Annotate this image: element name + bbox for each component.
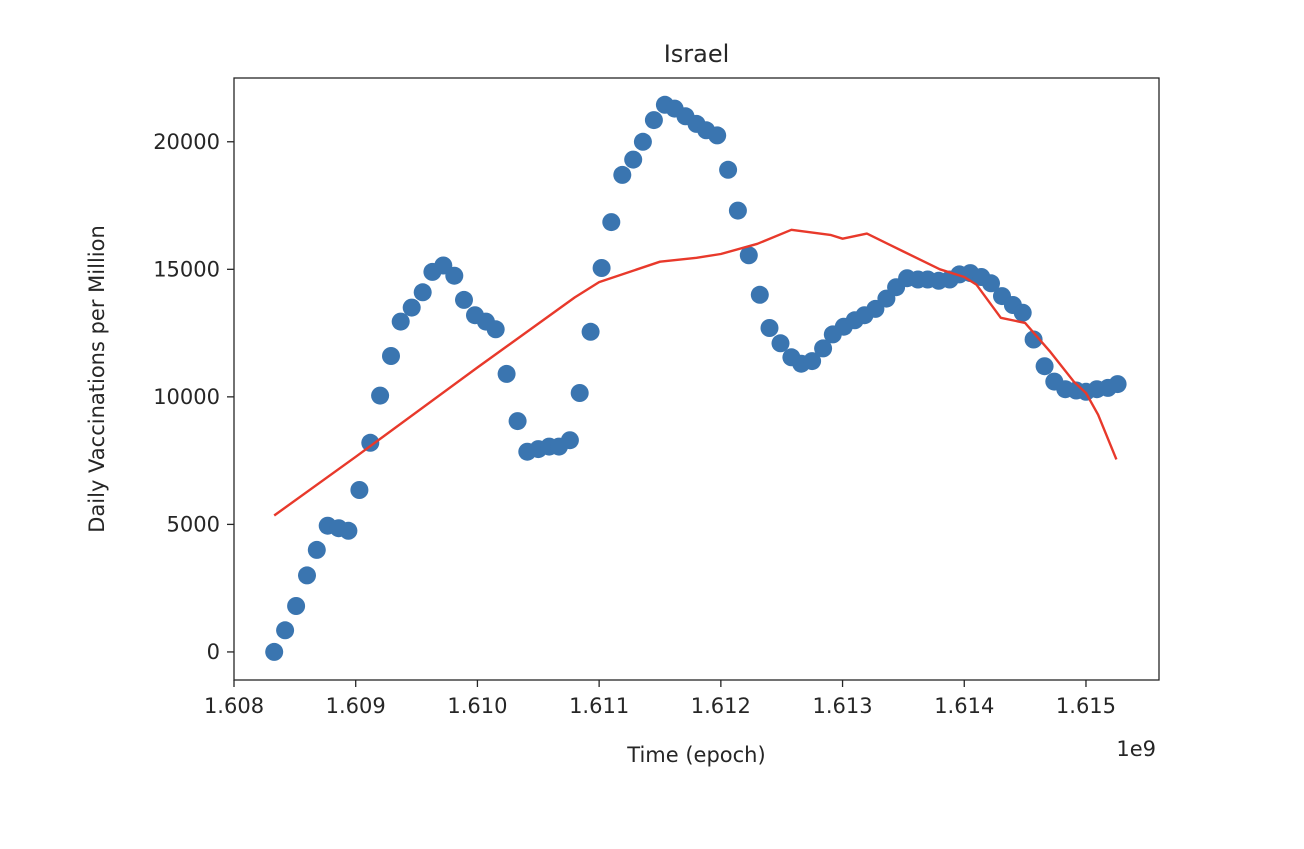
scatter-point	[613, 165, 632, 184]
scatter-point	[455, 290, 473, 309]
y-axis: 0 5000 10000 15000 20000	[153, 130, 234, 664]
scatter-point	[982, 274, 1000, 293]
y-tick-label: 15000	[153, 257, 220, 281]
scatter-point	[382, 347, 400, 365]
scatter-point	[287, 597, 306, 615]
x-tick-label: 1.610	[447, 694, 507, 718]
scatter-point	[581, 322, 600, 341]
y-tick-label: 20000	[153, 130, 220, 154]
x-tick-label: 1.613	[812, 694, 872, 718]
scatter-point	[445, 266, 464, 285]
scatter-point	[814, 339, 833, 358]
y-tick-label: 5000	[167, 512, 220, 536]
chart-title: Israel	[664, 40, 730, 68]
scatter-point	[771, 334, 790, 353]
x-tick-label: 1.611	[569, 694, 629, 718]
x-axis: 1.608 1.609 1.610 1.611 1.612 1.613 1.614 1.615	[204, 680, 1116, 718]
scatter-point	[307, 540, 326, 559]
x-tick-label: 1.609	[326, 694, 386, 718]
scatter-point	[298, 566, 316, 585]
scatter-point	[803, 352, 822, 371]
scatter-point	[497, 364, 516, 383]
scatter-point	[361, 433, 380, 452]
x-tick-label: 1.612	[691, 694, 751, 718]
scatter-point	[1035, 357, 1054, 376]
scatter-point	[276, 621, 295, 640]
trend-line	[273, 228, 1118, 517]
y-tick-label: 10000	[153, 385, 220, 409]
x-axis-label: Time (epoch)	[626, 743, 765, 767]
y-axis-label: Daily Vaccinations per Million	[85, 225, 109, 533]
scatter-point	[719, 160, 738, 179]
x-tick-label: 1.608	[204, 694, 264, 718]
scatter-point	[1024, 330, 1043, 349]
scatter-point	[391, 312, 410, 331]
scatter-point	[508, 412, 527, 431]
scatter-point	[760, 319, 779, 337]
scatter-point	[402, 298, 421, 317]
scatter-point	[708, 126, 727, 145]
scatter-point	[644, 111, 663, 130]
x-offset-label: 1e9	[1116, 737, 1156, 761]
x-tick-label: 1.614	[934, 694, 994, 718]
scatter-point	[624, 150, 643, 169]
scatter-point	[633, 132, 652, 151]
scatter-point	[570, 384, 589, 402]
scatter-point	[739, 246, 758, 265]
line-layer	[273, 228, 1118, 517]
scatter-point	[750, 285, 769, 304]
scatter-point	[350, 481, 369, 499]
scatter-point	[602, 213, 621, 232]
scatter-point	[265, 642, 284, 661]
scatter-point	[560, 431, 579, 450]
x-tick-label: 1.615	[1056, 694, 1116, 718]
scatter-point	[371, 386, 390, 405]
scatter-point	[592, 259, 611, 277]
scatter-layer	[265, 95, 1127, 661]
y-tick-label: 0	[207, 640, 220, 664]
scatter-point	[413, 283, 432, 302]
scatter-point	[1108, 375, 1127, 394]
plot-frame	[233, 77, 1160, 681]
scatter-point	[486, 320, 505, 339]
scatter-point	[728, 201, 747, 220]
scatter-point	[339, 521, 358, 540]
scatter-point	[1013, 303, 1032, 322]
